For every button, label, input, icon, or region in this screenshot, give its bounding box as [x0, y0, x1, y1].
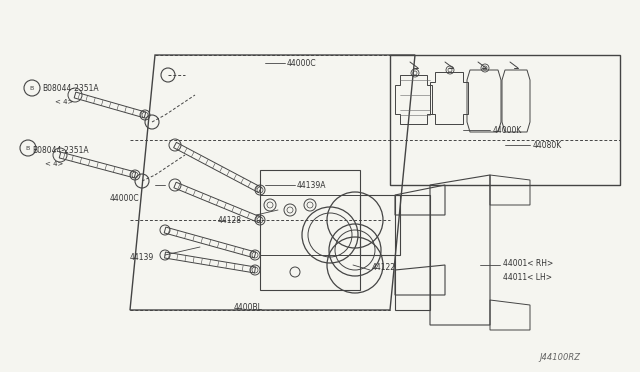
Text: 44000C: 44000C — [287, 58, 317, 67]
Text: 44000K: 44000K — [493, 125, 522, 135]
Text: B08044-2351A: B08044-2351A — [32, 145, 88, 154]
Text: < 4>: < 4> — [45, 161, 63, 167]
Text: 44139: 44139 — [130, 253, 154, 263]
Text: 44001< RH>: 44001< RH> — [503, 259, 553, 267]
Text: B: B — [30, 86, 34, 90]
Text: B: B — [26, 145, 30, 151]
Text: B08044-2351A: B08044-2351A — [42, 83, 99, 93]
Text: 44122: 44122 — [372, 263, 396, 273]
Text: 4400BL: 4400BL — [234, 304, 262, 312]
Text: 44128: 44128 — [218, 215, 242, 224]
Text: 44080K: 44080K — [533, 141, 563, 150]
Text: 44139A: 44139A — [297, 180, 326, 189]
Text: 44011< LH>: 44011< LH> — [503, 273, 552, 282]
Text: < 4>: < 4> — [55, 99, 74, 105]
Text: 44000C: 44000C — [110, 193, 140, 202]
Text: J44100RZ: J44100RZ — [539, 353, 580, 362]
